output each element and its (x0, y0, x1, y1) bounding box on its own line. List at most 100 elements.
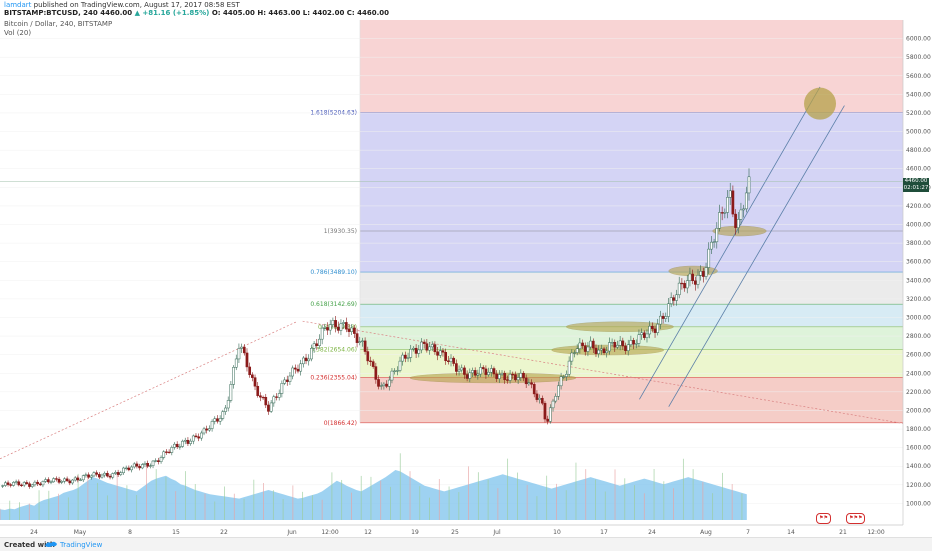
candle-body (747, 176, 751, 194)
price-chart[interactable]: 0(1866.42) 0.236(2355.04) 0.382(2654.06) 0.… (0, 0, 932, 537)
tradingview-brand[interactable]: TradingView (60, 541, 103, 549)
candle-body (355, 333, 359, 343)
candle-body (489, 368, 493, 373)
x-tick-label: 10 (553, 529, 561, 536)
candle-body (41, 481, 45, 486)
author-link[interactable]: lamdart (4, 1, 32, 9)
x-tick-label: 12:00 (867, 529, 884, 536)
candle-body (218, 418, 222, 422)
candle-body (191, 435, 195, 442)
candle-body (546, 418, 550, 422)
candle-body (656, 323, 660, 333)
candle-body (532, 384, 536, 395)
candle-body (699, 271, 703, 276)
candle-body (446, 360, 450, 362)
candle-body (283, 379, 286, 384)
candle-body (481, 367, 485, 370)
candle-body (114, 472, 117, 474)
candle-body (81, 475, 85, 481)
candle-body (457, 369, 461, 372)
candle-body (63, 478, 66, 482)
candle-body (210, 421, 214, 429)
candle-body (100, 474, 104, 478)
candle-body (130, 466, 133, 471)
candle-body (642, 332, 646, 338)
candle-body (189, 440, 192, 444)
x-tick-label: 8 (128, 529, 132, 536)
candle-body (181, 440, 184, 447)
trendline-resistance (302, 320, 904, 424)
candle-body (599, 348, 603, 351)
candle-body (323, 327, 327, 329)
candle-body (610, 342, 614, 344)
candle-body (608, 342, 611, 352)
candle-body (412, 347, 415, 350)
candle-body (326, 327, 329, 331)
x-tick-label: 19 (411, 529, 419, 536)
fib-label-0.786: 0.786(3489.10) (310, 269, 357, 276)
y-tick-label: 1200.00 (906, 482, 931, 489)
candle-body (471, 370, 474, 374)
candle-body (667, 303, 670, 317)
candle-body (277, 393, 281, 398)
candle-body (710, 241, 713, 250)
candle-body (127, 467, 131, 471)
x-tick-label: May (74, 529, 87, 536)
candle-body (111, 473, 115, 478)
candle-body (334, 320, 337, 328)
candle-body (197, 436, 201, 439)
candle-body (707, 248, 711, 268)
candle-body (202, 428, 206, 434)
candle-body (602, 348, 606, 353)
fib-band-0.618 (360, 272, 903, 305)
candle-body (264, 396, 268, 406)
last-price: 4460.00 (100, 9, 133, 17)
fib-band-0.5 (360, 304, 903, 327)
x-tick-label: Aug (700, 529, 712, 536)
candle-body (162, 451, 166, 458)
candle-body (9, 484, 13, 486)
candle-body (307, 358, 311, 362)
candle-body (237, 348, 241, 360)
y-tick-label: 1400.00 (906, 463, 931, 470)
candle-body (428, 346, 431, 351)
candle-body (234, 358, 238, 368)
candle-body (436, 351, 439, 356)
candle-body (89, 475, 93, 478)
event-flag-1[interactable]: ⚑⚑ (816, 513, 831, 524)
candle-body (57, 478, 61, 483)
candle-body (22, 482, 26, 486)
candle-body (116, 472, 120, 475)
candle-body (540, 397, 544, 404)
event-flag-2[interactable]: ⚑⚑⚑ (846, 513, 866, 524)
candle-body (186, 439, 190, 444)
fib-label-1: 1(3930.35) (324, 228, 357, 235)
support-ellipse-1 (409, 372, 577, 384)
candle-body (691, 273, 694, 282)
x-tick-label: 12 (364, 529, 372, 536)
x-tick-label: 25 (451, 529, 459, 536)
candle-body (597, 349, 601, 354)
candle-body (723, 212, 727, 214)
candle-body (304, 357, 308, 362)
candle-body (578, 342, 582, 349)
candle-body (315, 343, 319, 346)
candle-body (516, 377, 520, 381)
candle-body (320, 327, 324, 340)
candle-body (476, 373, 480, 376)
candle-body (71, 479, 74, 484)
candle-body (624, 345, 627, 351)
candle-body (683, 283, 686, 289)
candle-body (143, 462, 147, 465)
y-tick-label: 3200.00 (906, 296, 931, 303)
candle-body (718, 212, 721, 229)
candle-body (527, 382, 531, 385)
y-tick-label: 2200.00 (906, 389, 931, 396)
candle-body (165, 451, 168, 453)
candle-body (124, 467, 128, 470)
candle-body (473, 370, 477, 376)
candle-body (479, 367, 482, 375)
candle-body (68, 480, 72, 484)
candle-body (79, 479, 82, 481)
candle-body (659, 315, 662, 325)
